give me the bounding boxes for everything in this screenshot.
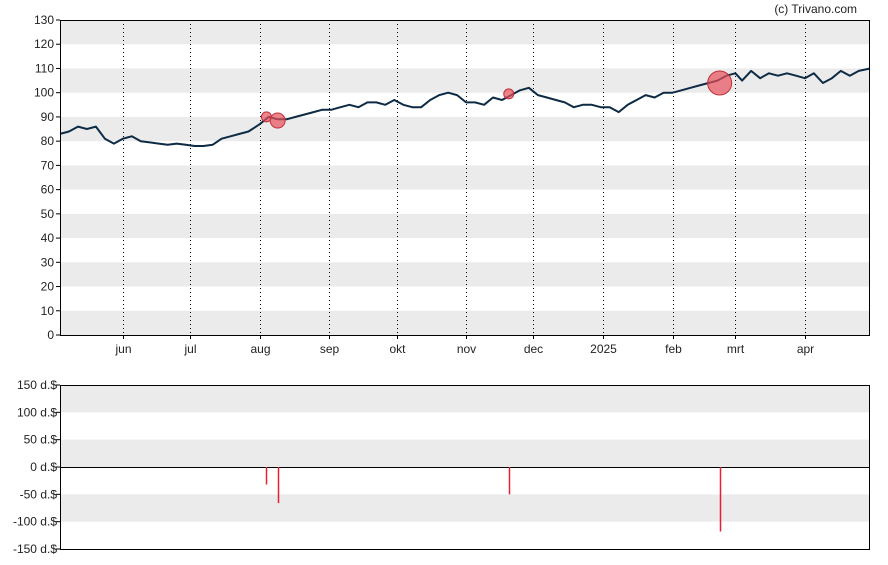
- y-tick-label: 110: [35, 61, 54, 75]
- price-band: [60, 165, 870, 190]
- flow-y-axis: 150 d.$ 100 d.$ 50 d.$ 0 d.$ -50 d.$ -100 d.$…: [13, 378, 60, 556]
- event-marker: [503, 88, 515, 100]
- y-tick-label: 130: [34, 13, 54, 27]
- event-marker: [269, 112, 286, 129]
- price-band: [60, 116, 870, 142]
- y-tick-label: 40: [41, 231, 55, 245]
- y-tick-label: 10: [41, 304, 55, 318]
- price-band: [60, 20, 870, 45]
- date-x-axis: jun jul aug sep okt nov dec 2025 feb mrt apr: [114, 342, 814, 356]
- price-line: [59, 67, 871, 147]
- price-y-axis: 0 10 20 30 40 50 60 70 80 90 100 110 120 130: [34, 13, 60, 342]
- y-tick-label: 30: [41, 255, 55, 269]
- x-tick-label: dec: [524, 342, 543, 356]
- event-markers: [260, 70, 733, 129]
- y-tick-label: 50: [41, 207, 55, 221]
- y-tick-label: 100: [34, 86, 54, 100]
- y-tick-label: 20: [41, 280, 55, 294]
- x-tick-label: nov: [457, 342, 476, 356]
- x-tick-label: 2025: [590, 342, 617, 356]
- price-panel-bands: [60, 20, 870, 335]
- flow-panel-frame: [60, 385, 870, 550]
- price-band: [60, 213, 870, 239]
- copyright-text: (c) Trivano.com: [774, 2, 857, 16]
- x-tick-label: okt: [389, 342, 406, 356]
- x-tick-label: apr: [797, 342, 814, 356]
- x-tick-label: mrt: [727, 342, 745, 356]
- x-tick-label: feb: [665, 342, 682, 356]
- x-tick-label: jun: [114, 342, 131, 356]
- event-marker: [707, 70, 733, 96]
- flow-y-tick-label: 150 d.$: [17, 378, 57, 392]
- price-panel-frame: [60, 20, 870, 336]
- x-tick-label: sep: [320, 342, 340, 356]
- flow-band: [60, 385, 870, 413]
- flow-y-tick-label: 0 d.$: [30, 460, 57, 474]
- price-band: [60, 310, 870, 335]
- price-band: [60, 68, 870, 93]
- x-tick-label: aug: [250, 342, 270, 356]
- price-series: [59, 67, 871, 147]
- flow-y-tick-label: -100 d.$: [13, 515, 57, 529]
- y-tick-label: 70: [41, 158, 55, 172]
- flow-y-tick-label: 100 d.$: [17, 405, 57, 419]
- price-band: [60, 262, 870, 287]
- flow-band: [60, 494, 870, 522]
- flow-band: [60, 439, 870, 467]
- x-tick-label: jul: [183, 342, 196, 356]
- y-tick-label: 0: [47, 328, 54, 342]
- y-tick-label: 120: [34, 37, 54, 51]
- flow-y-tick-label: -150 d.$: [13, 542, 57, 556]
- y-tick-label: 80: [41, 134, 55, 148]
- y-tick-label: 90: [41, 110, 55, 124]
- flow-y-tick-label: -50 d.$: [20, 487, 58, 501]
- flow-bars: [265, 467, 722, 532]
- y-tick-label: 60: [41, 183, 55, 197]
- flow-panel-bands: [60, 385, 870, 522]
- flow-y-tick-label: 50 d.$: [24, 433, 58, 447]
